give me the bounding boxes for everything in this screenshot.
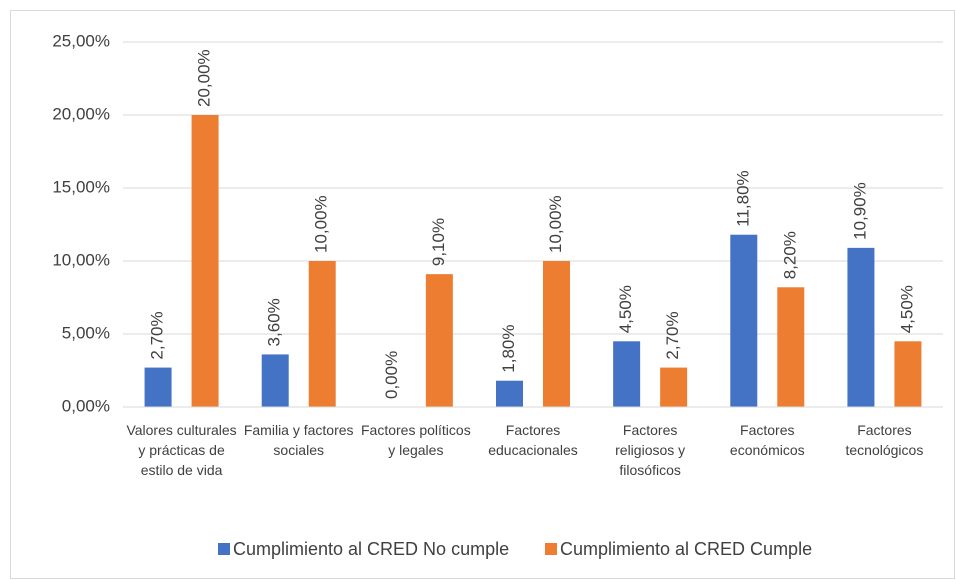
- value-label: 20,00%: [195, 49, 214, 107]
- x-tick-label: Valores culturales y prácticas de estilo…: [126, 422, 237, 478]
- bar: [191, 115, 219, 407]
- chart-frame: [10, 10, 955, 579]
- y-tick-label: 20,00%: [52, 104, 110, 123]
- value-label: 4,50%: [897, 285, 916, 333]
- x-tick-label: Factores religiosos y filosóficos: [615, 422, 686, 478]
- bar: [847, 247, 875, 407]
- value-label: 10,00%: [546, 195, 565, 253]
- x-tick-label: Familia y factores sociales: [243, 422, 354, 458]
- value-label: 11,80%: [733, 170, 752, 226]
- value-label: 2,70%: [148, 311, 167, 359]
- x-tick-label: Factores tecnológicos: [845, 422, 924, 458]
- y-tick-label: 0,00%: [62, 396, 110, 415]
- bar: [894, 341, 922, 407]
- legend-swatch: [218, 543, 230, 555]
- bar: [261, 354, 289, 407]
- bar: [730, 234, 758, 407]
- bar: [613, 341, 641, 407]
- x-tick-label: Factores educacionales: [488, 422, 578, 458]
- bar: [543, 261, 570, 407]
- value-label: 8,20%: [780, 231, 799, 279]
- value-label: 10,90%: [850, 182, 869, 240]
- legend-label: Cumplimiento al CRED Cumple: [560, 539, 812, 559]
- bar: [144, 367, 172, 407]
- y-tick-label: 5,00%: [62, 323, 110, 342]
- value-label: 9,10%: [429, 218, 448, 266]
- y-tick-label: 15,00%: [52, 177, 110, 196]
- x-tick-label: Factores políticos y legales: [360, 422, 471, 458]
- bar: [308, 261, 336, 407]
- y-tick-label: 25,00%: [52, 31, 110, 50]
- value-label: 2,70%: [663, 311, 682, 359]
- value-label: 3,60%: [265, 298, 284, 346]
- value-label: 1,80%: [499, 325, 518, 373]
- value-label: 0,00%: [382, 351, 401, 399]
- bar: [777, 287, 805, 407]
- value-label: 10,00%: [312, 195, 331, 253]
- legend-swatch: [545, 543, 557, 555]
- x-tick-label: Factores económicos: [729, 422, 805, 458]
- y-tick-label: 10,00%: [52, 250, 110, 269]
- bar: [496, 380, 523, 407]
- bar: [425, 274, 453, 407]
- value-label: 4,50%: [616, 285, 635, 333]
- bar: [660, 367, 688, 407]
- legend-label: Cumplimiento al CRED No cumple: [233, 539, 509, 559]
